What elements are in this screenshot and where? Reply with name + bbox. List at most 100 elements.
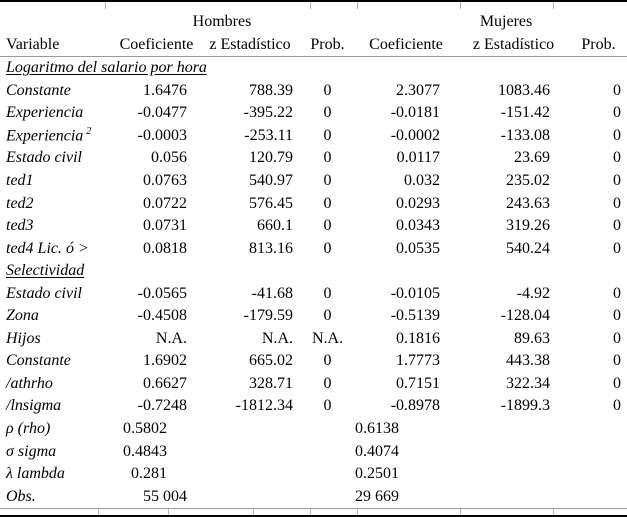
value-cell: -128.04 xyxy=(500,307,551,325)
value-cell: 0.281 xyxy=(131,465,167,483)
value-cell: 788.39 xyxy=(249,81,293,99)
value-cell: 0 xyxy=(613,239,622,257)
value-cell: 0 xyxy=(323,104,332,122)
variable-label: /athrho xyxy=(6,374,53,392)
value-cell xyxy=(570,485,627,508)
value-cell: 813.16 xyxy=(249,239,293,257)
table-row: ted4 Lic. ó > 0.0818 813.16 0 0.0535 540.24 0 xyxy=(0,237,627,260)
column-header-prob-hombres: Prob. xyxy=(300,34,356,57)
table-row: Estado civil 0.056 120.79 0 0.0117 23.69 0 xyxy=(0,147,627,170)
variable-label: Constante xyxy=(6,81,71,99)
column-divider-tick xyxy=(253,508,254,515)
value-cell: 0 xyxy=(323,172,332,189)
value-cell xyxy=(200,463,300,486)
group-header-row: Hombres Mujeres xyxy=(0,9,627,34)
table-row: Experiencia -0.0477 -395.22 0 -0.0181 -151.42… xyxy=(0,102,627,125)
value-cell xyxy=(457,440,570,463)
value-cell: -253.11 xyxy=(244,126,293,144)
column-divider-tick xyxy=(357,508,358,515)
column-header-variable: Variable xyxy=(0,34,113,57)
value-cell: 235.02 xyxy=(506,172,551,189)
value-cell: -0.0003 xyxy=(137,126,187,144)
value-cell: 0 xyxy=(323,374,332,392)
value-cell: -0.0181 xyxy=(390,104,441,122)
value-cell: 29 669 xyxy=(355,487,400,505)
value-cell: 0.4074 xyxy=(355,442,400,460)
value-cell: 0 xyxy=(323,126,332,144)
value-cell: 0.032 xyxy=(404,172,441,189)
variable-label: Hijos xyxy=(6,329,41,347)
column-header-z-estadistico-hombres: z Estadístico xyxy=(200,34,300,57)
value-cell: 0 xyxy=(323,81,332,99)
value-cell: 120.79 xyxy=(249,149,293,167)
value-cell: -0.8978 xyxy=(390,397,441,415)
table-row: ted1 0.0763 540.97 0 0.032 235.02 0 xyxy=(0,170,627,193)
value-cell: 540.97 xyxy=(249,172,293,189)
value-cell: 665.02 xyxy=(249,352,293,370)
table-row: ted2 0.0722 576.45 0 0.0293 243.63 0 xyxy=(0,192,627,215)
value-cell: 660.1 xyxy=(257,217,293,235)
column-divider-tick xyxy=(310,2,311,9)
value-cell: 0.7151 xyxy=(396,374,441,392)
value-cell: 0 xyxy=(323,217,332,235)
variable-label: Experiencia 2 xyxy=(6,126,92,145)
value-cell: 0.0731 xyxy=(143,217,187,235)
value-cell: -0.0565 xyxy=(137,284,187,302)
table-row: Zona -0.4508 -179.59 0 -0.5139 -128.04 0 xyxy=(0,305,627,328)
table-row: λ lambda 0.281 0.2501 xyxy=(0,463,627,486)
results-table: Hombres Mujeres Variable Coeficiente z E… xyxy=(0,9,627,508)
section-label: Logaritmo del salario por hora xyxy=(6,59,207,77)
value-cell: 0 xyxy=(613,126,622,144)
value-cell: -0.0105 xyxy=(390,284,441,302)
value-cell: -4.92 xyxy=(516,284,551,302)
value-cell: 0 xyxy=(323,284,332,302)
value-cell: N.A. xyxy=(261,329,293,347)
table-row: ρ (rho) 0.5802 0.6138 xyxy=(0,418,627,441)
column-divider-tick xyxy=(460,2,461,9)
table-row: /athrho 0.6627 328.71 0 0.7151 322.34 0 xyxy=(0,373,627,396)
value-cell xyxy=(570,440,627,463)
value-cell: 0.0722 xyxy=(143,194,187,212)
table-row: Estado civil -0.0565 -41.68 0 -0.0105 -4.92 0 xyxy=(0,282,627,305)
section-row: Selectividad xyxy=(0,260,627,283)
value-cell: 0.1816 xyxy=(396,329,441,347)
top-column-ticks xyxy=(0,2,627,9)
value-cell: 0 xyxy=(323,307,332,325)
value-cell: -41.68 xyxy=(251,284,293,302)
value-cell: 23.69 xyxy=(514,149,551,167)
superscript: 2 xyxy=(86,126,92,138)
value-cell: 0 xyxy=(613,307,622,325)
value-cell: 0.0117 xyxy=(396,149,441,167)
value-cell: 0 xyxy=(613,284,622,302)
value-cell: 1083.46 xyxy=(498,81,551,99)
value-cell: 328.71 xyxy=(249,374,293,392)
value-cell xyxy=(457,485,570,508)
value-cell: 0 xyxy=(613,352,622,370)
value-cell: 2.3077 xyxy=(396,81,441,99)
value-cell xyxy=(570,463,627,486)
section-label: Selectividad xyxy=(6,262,85,280)
value-cell: N.A. xyxy=(155,329,187,347)
column-divider-tick xyxy=(105,2,106,9)
value-cell: -0.7248 xyxy=(137,397,187,415)
value-cell: 0 xyxy=(613,217,622,235)
table-row: /lnsigma -0.7248 -1812.34 0 -0.8978 -1899.3 0 xyxy=(0,395,627,418)
value-cell: 1.7773 xyxy=(396,352,441,370)
value-cell: -395.22 xyxy=(243,104,293,122)
value-cell: 576.45 xyxy=(249,194,293,212)
column-header-coeficiente-hombres: Coeficiente xyxy=(113,34,200,57)
value-cell xyxy=(457,463,570,486)
column-divider-tick xyxy=(553,2,554,9)
value-cell: 443.38 xyxy=(506,352,551,370)
value-cell: 0.2501 xyxy=(355,465,400,483)
table-row: Hijos N.A. N.A. N.A. 0.1816 89.63 0 xyxy=(0,328,627,351)
value-cell: -0.4508 xyxy=(137,307,187,325)
variable-label: σ sigma xyxy=(6,442,57,460)
value-cell: 0 xyxy=(613,397,622,415)
value-cell: 0.0818 xyxy=(143,239,187,257)
value-cell: 0 xyxy=(613,172,622,189)
value-cell: 0 xyxy=(323,194,332,212)
value-cell: 0.0293 xyxy=(396,194,441,212)
value-cell: 1.6902 xyxy=(143,352,187,370)
